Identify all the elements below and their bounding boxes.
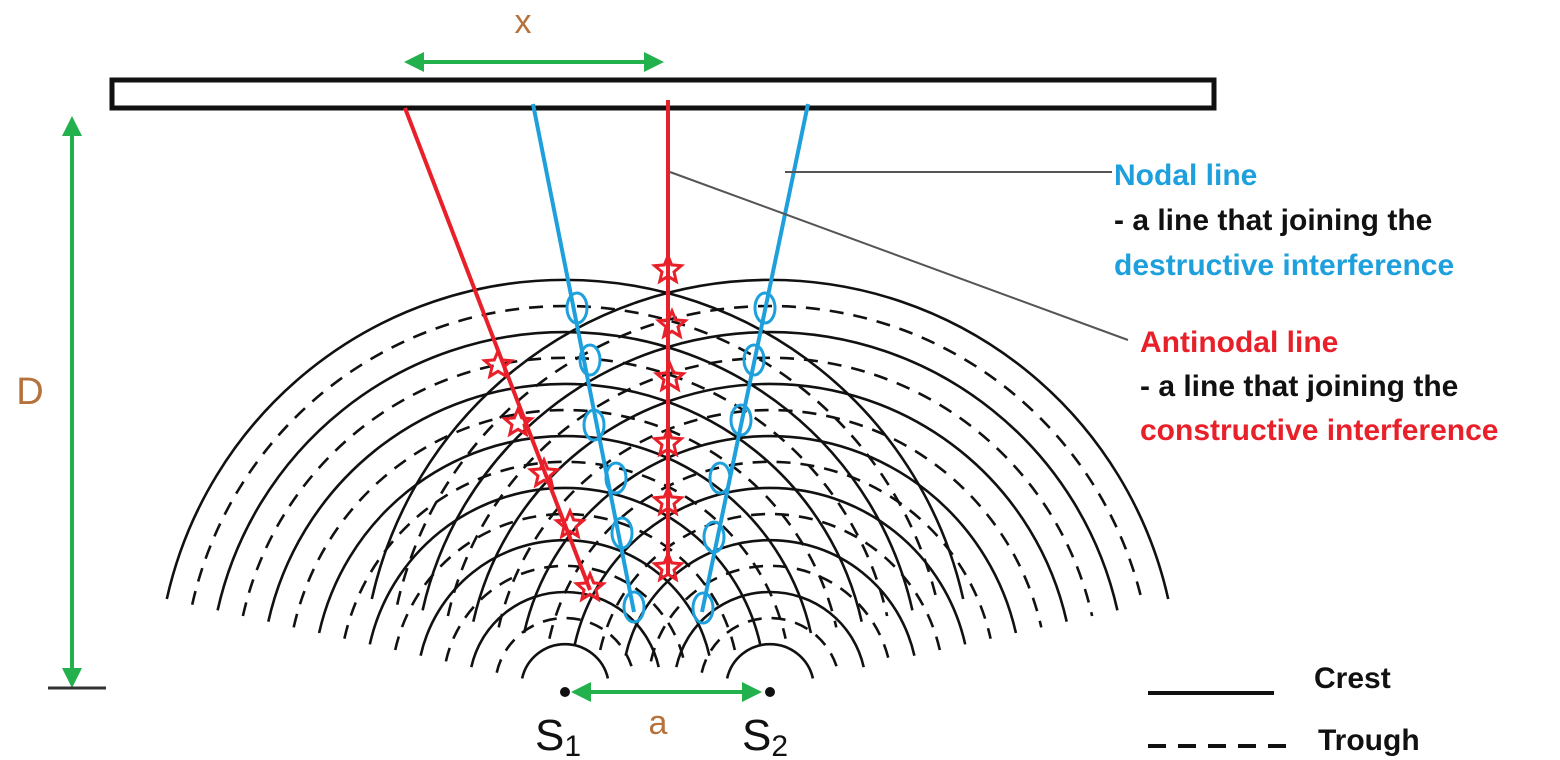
crest-arc-s2 — [522, 434, 1018, 634]
trough-arc-s1 — [444, 564, 686, 662]
nodal-desc: - a line that joining the — [1114, 204, 1432, 237]
D-label: D — [16, 371, 43, 413]
constructive-star-marker — [650, 550, 686, 583]
crest-arc-s2 — [421, 330, 1119, 611]
x-label: x — [515, 3, 532, 41]
legend-crest-label: Crest — [1314, 662, 1391, 695]
a-label: a — [649, 704, 668, 742]
crest-arc-s1 — [267, 382, 863, 622]
constructive-star-marker — [500, 405, 536, 438]
constructive-star-marker — [572, 570, 608, 603]
constructive-star-marker — [650, 252, 686, 285]
s2-label: S2 — [742, 711, 788, 760]
trough-arc-s2 — [446, 356, 1094, 617]
destructive-circle-marker — [702, 520, 726, 554]
destructive-markers — [565, 291, 777, 625]
destructive-circle-marker — [578, 343, 602, 377]
trough-arc-s2 — [395, 304, 1145, 605]
trough-arc-s2 — [548, 460, 992, 639]
destructive-circle-marker — [708, 461, 732, 495]
nodal-desc2: destructive interference — [1114, 249, 1454, 282]
constructive-star-marker — [652, 360, 688, 393]
nodal-lines — [531, 103, 810, 613]
destructive-circle-marker — [742, 343, 766, 377]
constructive-star-marker — [526, 456, 562, 489]
constructive-star-marker — [654, 307, 690, 340]
crest-arc-s2 — [624, 538, 916, 656]
crest-arc-s2 — [675, 590, 865, 668]
trough-arc-s2 — [497, 408, 1043, 628]
antinodal-title: Antinodal line — [1140, 326, 1338, 359]
nodal-title: Nodal line — [1114, 159, 1257, 192]
destructive-circle-marker — [753, 291, 777, 325]
constructive-star-marker — [480, 347, 516, 380]
legend-trough-label: Trough — [1318, 724, 1420, 757]
antinodal-desc2: constructive interference — [1140, 414, 1498, 447]
destructive-circle-marker — [565, 291, 589, 325]
crest-arc-s1 — [165, 278, 965, 600]
crest-arc-s2 — [472, 382, 1068, 622]
destructive-circle-marker — [604, 461, 628, 495]
trough-arc-s1 — [190, 304, 940, 605]
crest-arc-s1 — [368, 486, 762, 645]
constructive-star-marker — [650, 484, 686, 517]
legend: Crest Trough — [1148, 662, 1420, 757]
trough-arc-s1 — [495, 616, 635, 673]
source-s2-dot — [765, 687, 775, 697]
crest-arc-s1 — [317, 434, 813, 634]
crest-arc-s1 — [520, 642, 610, 679]
constructive-star-marker — [650, 425, 686, 458]
constructive-markers — [480, 252, 690, 603]
nodal-line-left — [531, 103, 636, 613]
trough-arc-s2 — [649, 564, 891, 662]
destructive-circle-marker — [622, 590, 646, 624]
crest-arc-s2 — [725, 642, 815, 679]
antinodal-pointer — [669, 171, 1129, 341]
s1-label: S1 — [535, 711, 581, 760]
trough-arc-s2 — [700, 616, 840, 673]
trough-arc-s2 — [598, 512, 942, 651]
trough-arc-s1 — [292, 408, 838, 628]
destructive-circle-marker — [582, 408, 606, 442]
constructive-star-marker — [552, 507, 588, 540]
trough-arc-s1 — [241, 356, 889, 617]
antinodal-desc: - a line that joining the — [1140, 370, 1458, 403]
destructive-circle-marker — [691, 591, 715, 625]
source-s1-dot — [560, 687, 570, 697]
trough-arc-s1 — [343, 460, 787, 639]
crest-arc-s2 — [573, 486, 967, 645]
crest-arc-s1 — [216, 330, 914, 611]
antinodal-lines — [403, 100, 670, 591]
nodal-line-right — [700, 103, 810, 613]
destructive-circle-marker — [729, 403, 753, 437]
wave-fronts — [165, 278, 1170, 679]
screen-barrier — [109, 77, 1217, 111]
destructive-circle-marker — [610, 516, 634, 550]
